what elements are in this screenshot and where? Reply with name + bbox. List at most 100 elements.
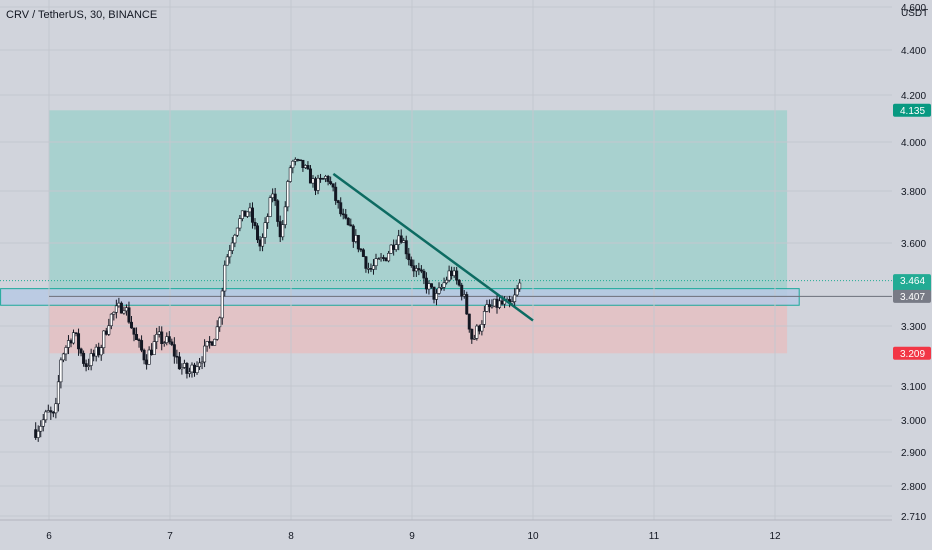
x-tick-label: 12 [769,531,781,542]
candle-body [167,336,171,343]
candle-body [210,341,214,346]
y-tick-label: 4.400 [901,46,926,57]
candle-body [170,341,174,345]
trendline[interactable] [332,172,534,322]
candle-body [215,326,219,340]
price-tag-label: 3.209 [900,349,925,360]
candle-body [308,168,312,184]
candle-body [356,235,360,250]
y-tick-label: 2.900 [901,448,926,459]
candle-body [412,265,416,272]
y-tick-label: 4.200 [901,91,926,102]
candle-body [490,305,494,308]
candle-body [268,197,272,217]
candle-body [140,340,144,351]
candle-body [482,311,486,325]
candle-body [477,325,481,332]
candle-body [349,224,353,227]
candle-body [36,430,40,438]
candle-body [92,353,96,357]
candle-body [135,334,139,340]
candle-body [72,332,76,344]
candle-body [457,279,461,286]
candle-body [382,257,386,259]
candle-body [452,270,456,277]
candle-body [119,302,123,314]
candle-body [200,361,204,364]
candle-body [145,359,149,365]
candle-body [261,237,265,247]
candle-body [256,225,260,241]
candle-body [371,265,375,270]
candle-body [445,279,449,284]
candle-body [137,339,141,341]
candle-body [187,371,191,374]
candle-body [152,341,156,355]
candle-body [97,346,101,356]
candle-body [49,410,53,413]
candle-body [437,287,441,294]
candle-body [220,290,224,319]
candle-body [326,176,330,182]
candle-body [276,200,280,222]
candle-body [402,240,406,243]
candles-layer [34,157,522,442]
candle-body [235,227,239,236]
candle-body [414,268,418,272]
chart-title: CRV / TetherUS, 30, BINANCE [6,9,158,21]
candle-body [39,425,43,432]
candle-body [440,286,444,289]
candle-body [175,355,179,358]
y-tick-label: 3.800 [901,187,926,198]
candle-body [283,206,287,225]
price-tag-label: 4.135 [900,106,925,117]
candle-body [354,235,358,242]
y-tick-label: 3.000 [901,416,926,427]
candle-body [417,268,421,271]
candle-body [94,346,98,357]
candle-body [104,330,108,335]
candle-body [298,159,302,162]
x-tick-label: 7 [167,531,173,542]
candle-body [77,333,81,350]
candle-body [303,165,307,168]
candle-body [225,256,229,266]
x-axis: 6 7 8 9 10 11 12 [0,519,892,542]
y-tick-label: 2.800 [901,482,926,493]
zones-layer [0,110,800,354]
candle-body [475,325,479,339]
candle-body [510,301,514,304]
candle-body [165,336,169,343]
candle-body [228,250,232,258]
candle-body [495,298,499,308]
candle-body [364,256,368,269]
candle-body [334,186,338,201]
candle-body [109,313,113,327]
candle-body [150,349,154,355]
candle-body [278,221,282,238]
candle-body [56,381,60,405]
candle-body [155,334,159,342]
candle-body [480,324,484,332]
trendline-layer[interactable] [332,172,534,322]
candle-body [329,181,333,184]
candle-body [51,411,55,414]
candle-body [208,341,212,343]
price-tag-label: 3.407 [900,292,925,303]
y-tick-label: 4.000 [901,138,926,149]
candle-body [185,363,189,374]
candle-body [515,288,519,296]
x-tick-label: 9 [409,531,415,542]
candle-body [319,177,323,180]
candle-body [132,327,136,335]
candle-body [82,352,86,364]
candle-body [432,286,436,300]
candle-body [205,341,209,347]
candle-body [427,283,431,290]
candle-body [394,244,398,250]
candle-body [157,331,161,335]
candle-body [286,181,290,208]
